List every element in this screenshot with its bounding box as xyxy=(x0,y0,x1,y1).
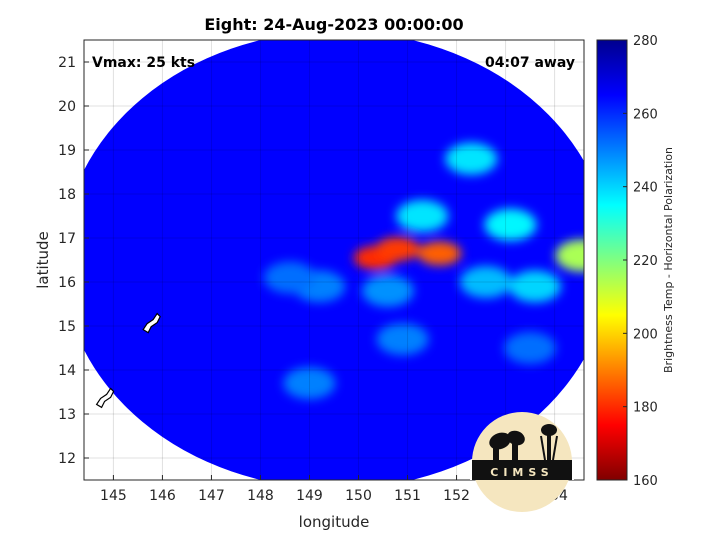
time-away-label: 04:07 away xyxy=(485,55,575,71)
y-tick-label: 17 xyxy=(58,231,76,247)
x-tick-label: 145 xyxy=(100,488,127,504)
brightness-features xyxy=(263,142,584,400)
island-outline xyxy=(142,312,161,334)
vmax-label: Vmax: 25 kts xyxy=(92,55,195,71)
brightness-feature xyxy=(375,237,420,261)
colorbar-tick-label: 220 xyxy=(633,254,658,269)
y-axis-ticks: 12 13 14 15 16 17 18 19 20 21 xyxy=(58,55,89,467)
colorbar-tick-label: 240 xyxy=(633,181,658,196)
brightness-feature xyxy=(396,200,449,232)
plot-frame xyxy=(83,39,585,481)
brightness-feature xyxy=(555,239,584,272)
brightness-feature xyxy=(504,332,557,364)
y-tick-label: 14 xyxy=(58,363,76,379)
x-axis-label: longitude xyxy=(299,513,370,531)
brightness-feature xyxy=(484,208,537,241)
y-tick-label: 12 xyxy=(58,451,76,467)
x-tick-label: 150 xyxy=(345,488,372,504)
colorbar-tick-label: 160 xyxy=(633,474,658,489)
colorbar-tick-label: 200 xyxy=(633,327,658,342)
x-tick-label: 152 xyxy=(443,488,470,504)
x-tick-label: 148 xyxy=(247,488,274,504)
x-tick-label: 151 xyxy=(394,488,421,504)
figure-title: Eight: 24-Aug-2023 00:00:00 xyxy=(204,15,463,34)
y-tick-label: 20 xyxy=(58,99,76,115)
colorbar-tick-label: 280 xyxy=(633,34,658,49)
y-tick-label: 16 xyxy=(58,275,76,291)
y-axis-label: latitude xyxy=(34,231,52,289)
colorbar-label: Brightness Temp - Horizontal Polarizatio… xyxy=(662,147,675,373)
x-tick-label: 146 xyxy=(149,488,176,504)
y-tick-label: 19 xyxy=(58,143,76,159)
brightness-feature xyxy=(263,261,316,294)
y-tick-label: 13 xyxy=(58,407,76,423)
cimss-logo: CIMSS xyxy=(470,412,574,512)
x-tick-label: 147 xyxy=(198,488,225,504)
y-tick-label: 21 xyxy=(58,55,76,71)
colorbar-tick-label: 180 xyxy=(633,401,658,416)
brightness-feature xyxy=(417,241,462,266)
colorbar xyxy=(596,39,628,481)
colorbar-tick-label: 260 xyxy=(633,107,658,122)
x-tick-label: 149 xyxy=(296,488,323,504)
colorbar-ticks: 280 260 240 220 200 180 160 xyxy=(623,34,658,489)
brightness-feature xyxy=(361,274,414,307)
grid-lines xyxy=(84,40,584,480)
islands xyxy=(95,312,161,409)
brightness-feature xyxy=(459,266,512,298)
brightness-feature xyxy=(283,367,336,400)
y-tick-label: 15 xyxy=(58,319,76,335)
brightness-feature xyxy=(508,270,561,303)
brightness-feature xyxy=(376,323,429,356)
island-outline xyxy=(95,387,115,409)
brightness-feature xyxy=(445,142,498,175)
cimss-logo-text: CIMSS xyxy=(490,466,553,479)
y-tick-label: 18 xyxy=(58,187,76,203)
